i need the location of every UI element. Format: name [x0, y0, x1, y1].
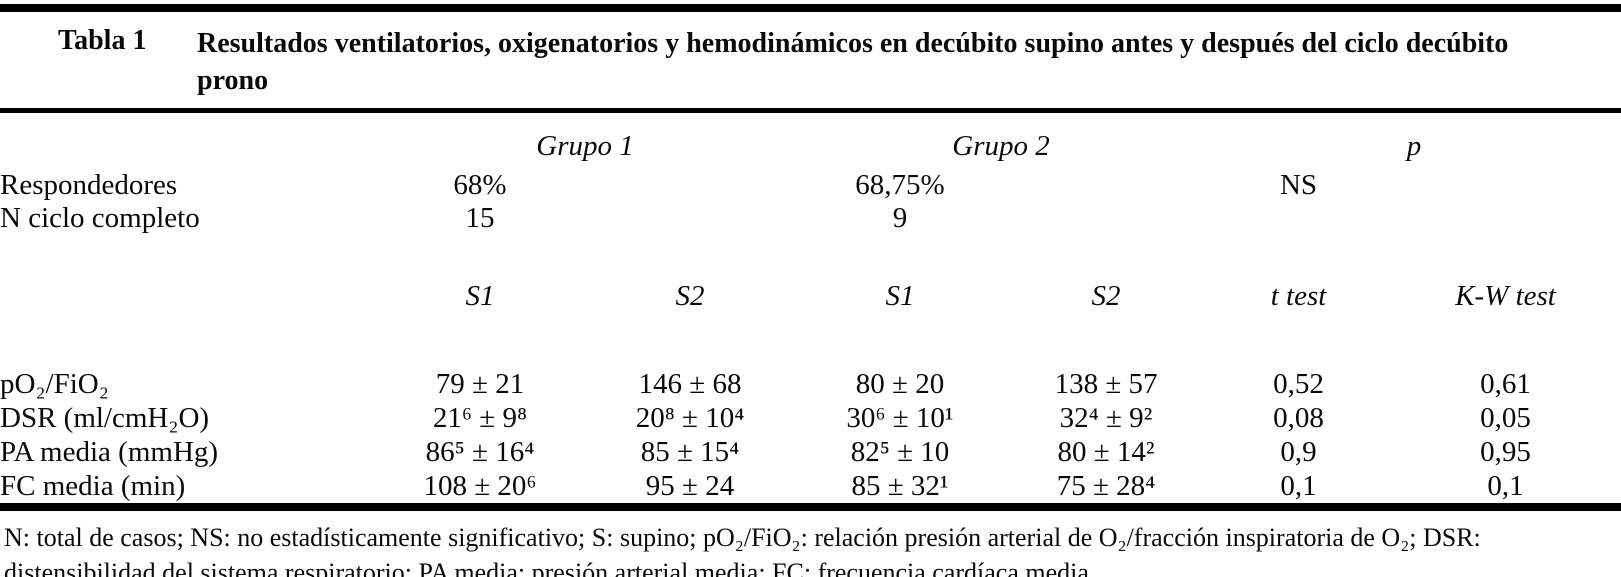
- column-header-kw-test: K-W test: [1455, 279, 1556, 312]
- table-cell: 0,95: [1480, 435, 1531, 468]
- table-row-dsr: DSR (ml/cmH₂O) 21⁶ ± 9⁸ 20⁸ ± 10⁴ 30⁶ ± …: [0, 401, 1621, 435]
- table-cell: 108 ± 20⁶: [423, 469, 537, 502]
- column-header-p: p: [1406, 130, 1422, 162]
- table-cell: 0,1: [1487, 469, 1524, 502]
- table-cell: 79 ± 21: [435, 367, 525, 400]
- table-caption: Tabla 1 Resultados ventilatorios, oxigen…: [0, 12, 1621, 108]
- table-cell: 9: [892, 202, 908, 234]
- footer-divider-rule: [0, 503, 1621, 511]
- row-header: DSR (ml/cmH₂O): [0, 401, 210, 434]
- column-header-s1-g2: S1: [885, 279, 915, 312]
- empty-cell: [1390, 202, 1621, 235]
- table-cell: 86⁵ ± 16⁴: [425, 435, 535, 468]
- group-header-row: Grupo 1 Grupo 2 p: [0, 113, 1621, 169]
- table-cell: 0,05: [1480, 401, 1531, 434]
- table-title: Resultados ventilatorios, oxigenatorios …: [197, 28, 1509, 96]
- table-cell: 68%: [453, 169, 507, 201]
- row-header: Respondedores: [0, 169, 178, 201]
- column-header-grupo-2: Grupo 2: [952, 130, 1050, 162]
- empty-cell: [0, 277, 375, 315]
- table-cell: 68,75%: [855, 169, 945, 201]
- table-cell: 80 ± 14²: [1057, 435, 1155, 468]
- empty-cell: [1005, 169, 1207, 202]
- table-cell: 82⁵ ± 10: [850, 435, 950, 468]
- table-cell: 0,61: [1480, 367, 1531, 400]
- table-cell: 21⁶ ± 9⁸: [432, 401, 528, 434]
- sub-header-row: S1 S2 S1 S2 t test K-W test: [0, 277, 1621, 315]
- row-header: PA media (mmHg): [0, 435, 219, 468]
- row-header: N ciclo completo: [0, 202, 200, 234]
- table-number-label: Tabla 1: [58, 25, 147, 56]
- empty-cell: [1390, 169, 1621, 202]
- table-cell: 0,1: [1280, 469, 1317, 502]
- row-header: pO₂/FiO₂: [0, 367, 109, 400]
- column-header-grupo-1: Grupo 1: [536, 130, 634, 162]
- table-cell: 15: [465, 202, 495, 234]
- column-header-t-test: t test: [1270, 279, 1327, 312]
- table-cell: 0,08: [1273, 401, 1324, 434]
- table-cell: 95 ± 24: [645, 469, 735, 502]
- table-cell: 0,52: [1273, 367, 1324, 400]
- table-cell: 75 ± 28⁴: [1056, 469, 1156, 502]
- table-cell: NS: [1279, 169, 1318, 201]
- table-row-fc-media: FC media (min) 108 ± 20⁶ 95 ± 24 85 ± 32…: [0, 469, 1621, 503]
- empty-cell: [585, 202, 795, 235]
- table-row-respondedores: Respondedores 68% 68,75% NS: [0, 169, 1621, 202]
- table-cell: 0,9: [1280, 435, 1317, 468]
- table-cell: 85 ± 15⁴: [640, 435, 740, 468]
- empty-cell: [585, 169, 795, 202]
- column-header-s2-g2: S2: [1091, 279, 1121, 312]
- empty-cell: [0, 113, 375, 169]
- table-cell: 30⁶ ± 10¹: [846, 401, 954, 434]
- table-cell: 85 ± 32¹: [851, 469, 949, 502]
- top-rule: [0, 4, 1621, 12]
- table-footnote: N: total de casos; NS: no estadísticamen…: [4, 523, 1481, 577]
- row-header: FC media (min): [0, 469, 186, 502]
- table-cell: 138 ± 57: [1054, 367, 1158, 400]
- table-cell: 20⁸ ± 10⁴: [635, 401, 745, 434]
- table-cell: 32⁴ ± 9²: [1059, 401, 1153, 434]
- table-row-n-ciclo-completo: N ciclo completo 15 9: [0, 202, 1621, 235]
- spacer-row: [0, 235, 1621, 277]
- table-row-pa-media: PA media (mmHg) 86⁵ ± 16⁴ 85 ± 15⁴ 82⁵ ±…: [0, 435, 1621, 469]
- empty-cell: [1005, 202, 1207, 235]
- table-cell: 146 ± 68: [638, 367, 742, 400]
- table-cell: [1207, 202, 1390, 235]
- spacer-row: [0, 315, 1621, 367]
- column-header-s1-g1: S1: [465, 279, 495, 312]
- caption-divider-rule: [0, 108, 1621, 113]
- table-row-po2-fio2: pO₂/FiO₂ 79 ± 21 146 ± 68 80 ± 20 138 ± …: [0, 367, 1621, 401]
- results-table: Grupo 1 Grupo 2 p Respondedores 68% 68,7…: [0, 113, 1621, 503]
- column-header-s2-g1: S2: [675, 279, 705, 312]
- table-cell: 80 ± 20: [855, 367, 945, 400]
